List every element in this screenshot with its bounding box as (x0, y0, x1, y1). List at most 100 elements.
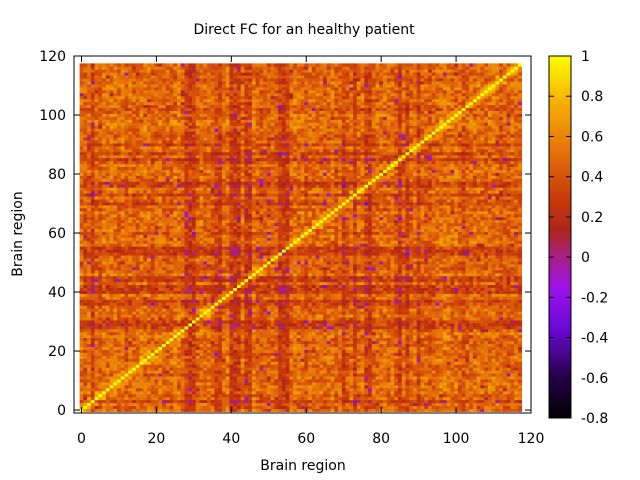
heatmap-cell (158, 305, 163, 309)
heatmap-cell (173, 160, 178, 165)
heatmap-cell (117, 331, 122, 336)
heatmap-cell (87, 373, 92, 377)
heatmap-cell (154, 137, 159, 141)
heatmap-cell (117, 128, 122, 132)
heatmap-cell (180, 234, 185, 238)
heatmap-cell (90, 160, 96, 165)
heatmap-cell (162, 181, 167, 185)
heatmap-cell (150, 261, 155, 265)
heatmap-cell (158, 240, 163, 244)
heatmap-cell (177, 193, 182, 197)
heatmap-cell (221, 75, 227, 79)
heatmap-cell (109, 110, 114, 114)
heatmap-cell (98, 140, 103, 144)
heatmap-cell (94, 89, 99, 94)
heatmap-cell (162, 119, 167, 123)
heatmap-cell (132, 373, 137, 377)
heatmap-cell (184, 86, 189, 91)
heatmap-cell (90, 281, 96, 286)
heatmap-cell (147, 178, 152, 182)
heatmap-cell (94, 349, 99, 353)
heatmap-cell (94, 290, 99, 294)
heatmap-cell (233, 361, 238, 365)
heatmap-cell (184, 234, 189, 238)
heatmap-cell (139, 131, 144, 135)
heatmap-cell (180, 178, 185, 182)
heatmap-cell (162, 337, 167, 342)
heatmap-cell (120, 320, 125, 324)
heatmap-cell (192, 145, 197, 150)
heatmap-cell (135, 382, 140, 386)
heatmap-cell (150, 110, 155, 114)
heatmap-cell (218, 379, 223, 383)
heatmap-cell (83, 219, 88, 224)
heatmap-cell (147, 81, 152, 85)
heatmap-cell (102, 216, 107, 221)
heatmap-cell (102, 272, 107, 277)
heatmap-cell (98, 296, 103, 300)
heatmap-cell (173, 181, 178, 185)
heatmap-cell (177, 69, 182, 73)
heatmap-cell (210, 290, 215, 294)
heatmap-cell (180, 402, 185, 407)
heatmap-cell (229, 222, 234, 227)
heatmap-cell (109, 287, 114, 291)
heatmap-cell (113, 255, 118, 259)
heatmap-cell (180, 340, 185, 345)
heatmap-cell (214, 284, 219, 289)
heatmap-cell (165, 178, 170, 182)
heatmap-cell (98, 337, 103, 342)
heatmap-cell (162, 328, 167, 333)
heatmap-cell (192, 317, 197, 321)
heatmap-cell (158, 314, 163, 318)
heatmap-cell (214, 387, 219, 392)
heatmap-cell (143, 157, 148, 162)
heatmap-cell (180, 222, 185, 227)
heatmap-cell (199, 187, 204, 191)
heatmap-cell (221, 308, 227, 312)
heatmap-cell (225, 151, 230, 156)
heatmap-cell (214, 281, 219, 286)
heatmap-cell (203, 213, 208, 218)
heatmap-cell (218, 402, 223, 407)
heatmap-cell (203, 340, 208, 345)
heatmap-cell (203, 205, 208, 209)
heatmap-cell (147, 213, 152, 218)
heatmap-cell (143, 287, 148, 291)
heatmap-cell (180, 299, 185, 303)
heatmap-cell (169, 128, 174, 132)
heatmap-cell (150, 157, 155, 162)
heatmap-cell (188, 169, 193, 173)
heatmap-cell (102, 237, 107, 241)
heatmap-cell (105, 72, 110, 76)
heatmap-cell (102, 95, 107, 100)
heatmap-cell (203, 196, 208, 200)
heatmap-cell (87, 92, 92, 97)
heatmap-cell (225, 376, 230, 380)
heatmap-cell (83, 373, 88, 377)
heatmap-cell (105, 331, 110, 336)
heatmap-cell (154, 222, 159, 227)
heatmap-cell (150, 314, 155, 318)
heatmap-cell (102, 367, 107, 371)
heatmap-cell (169, 355, 174, 359)
heatmap-cell (83, 199, 88, 203)
heatmap-cell (177, 216, 182, 221)
heatmap-cell (165, 122, 170, 126)
heatmap-cell (94, 284, 99, 289)
heatmap-cell (188, 78, 193, 82)
heatmap-cell (120, 393, 125, 398)
heatmap-cell (102, 219, 107, 224)
heatmap-cell (94, 98, 99, 103)
heatmap-cell (210, 86, 215, 91)
heatmap-cell (169, 272, 174, 277)
heatmap-cell (225, 222, 230, 227)
heatmap-cell (184, 140, 189, 144)
heatmap-cell (105, 157, 110, 162)
heatmap-cell (94, 199, 99, 203)
heatmap-cell (90, 92, 96, 97)
heatmap-cell (173, 281, 178, 286)
heatmap-cell (229, 184, 234, 188)
heatmap-cell (177, 311, 182, 315)
heatmap-cell (214, 358, 219, 362)
